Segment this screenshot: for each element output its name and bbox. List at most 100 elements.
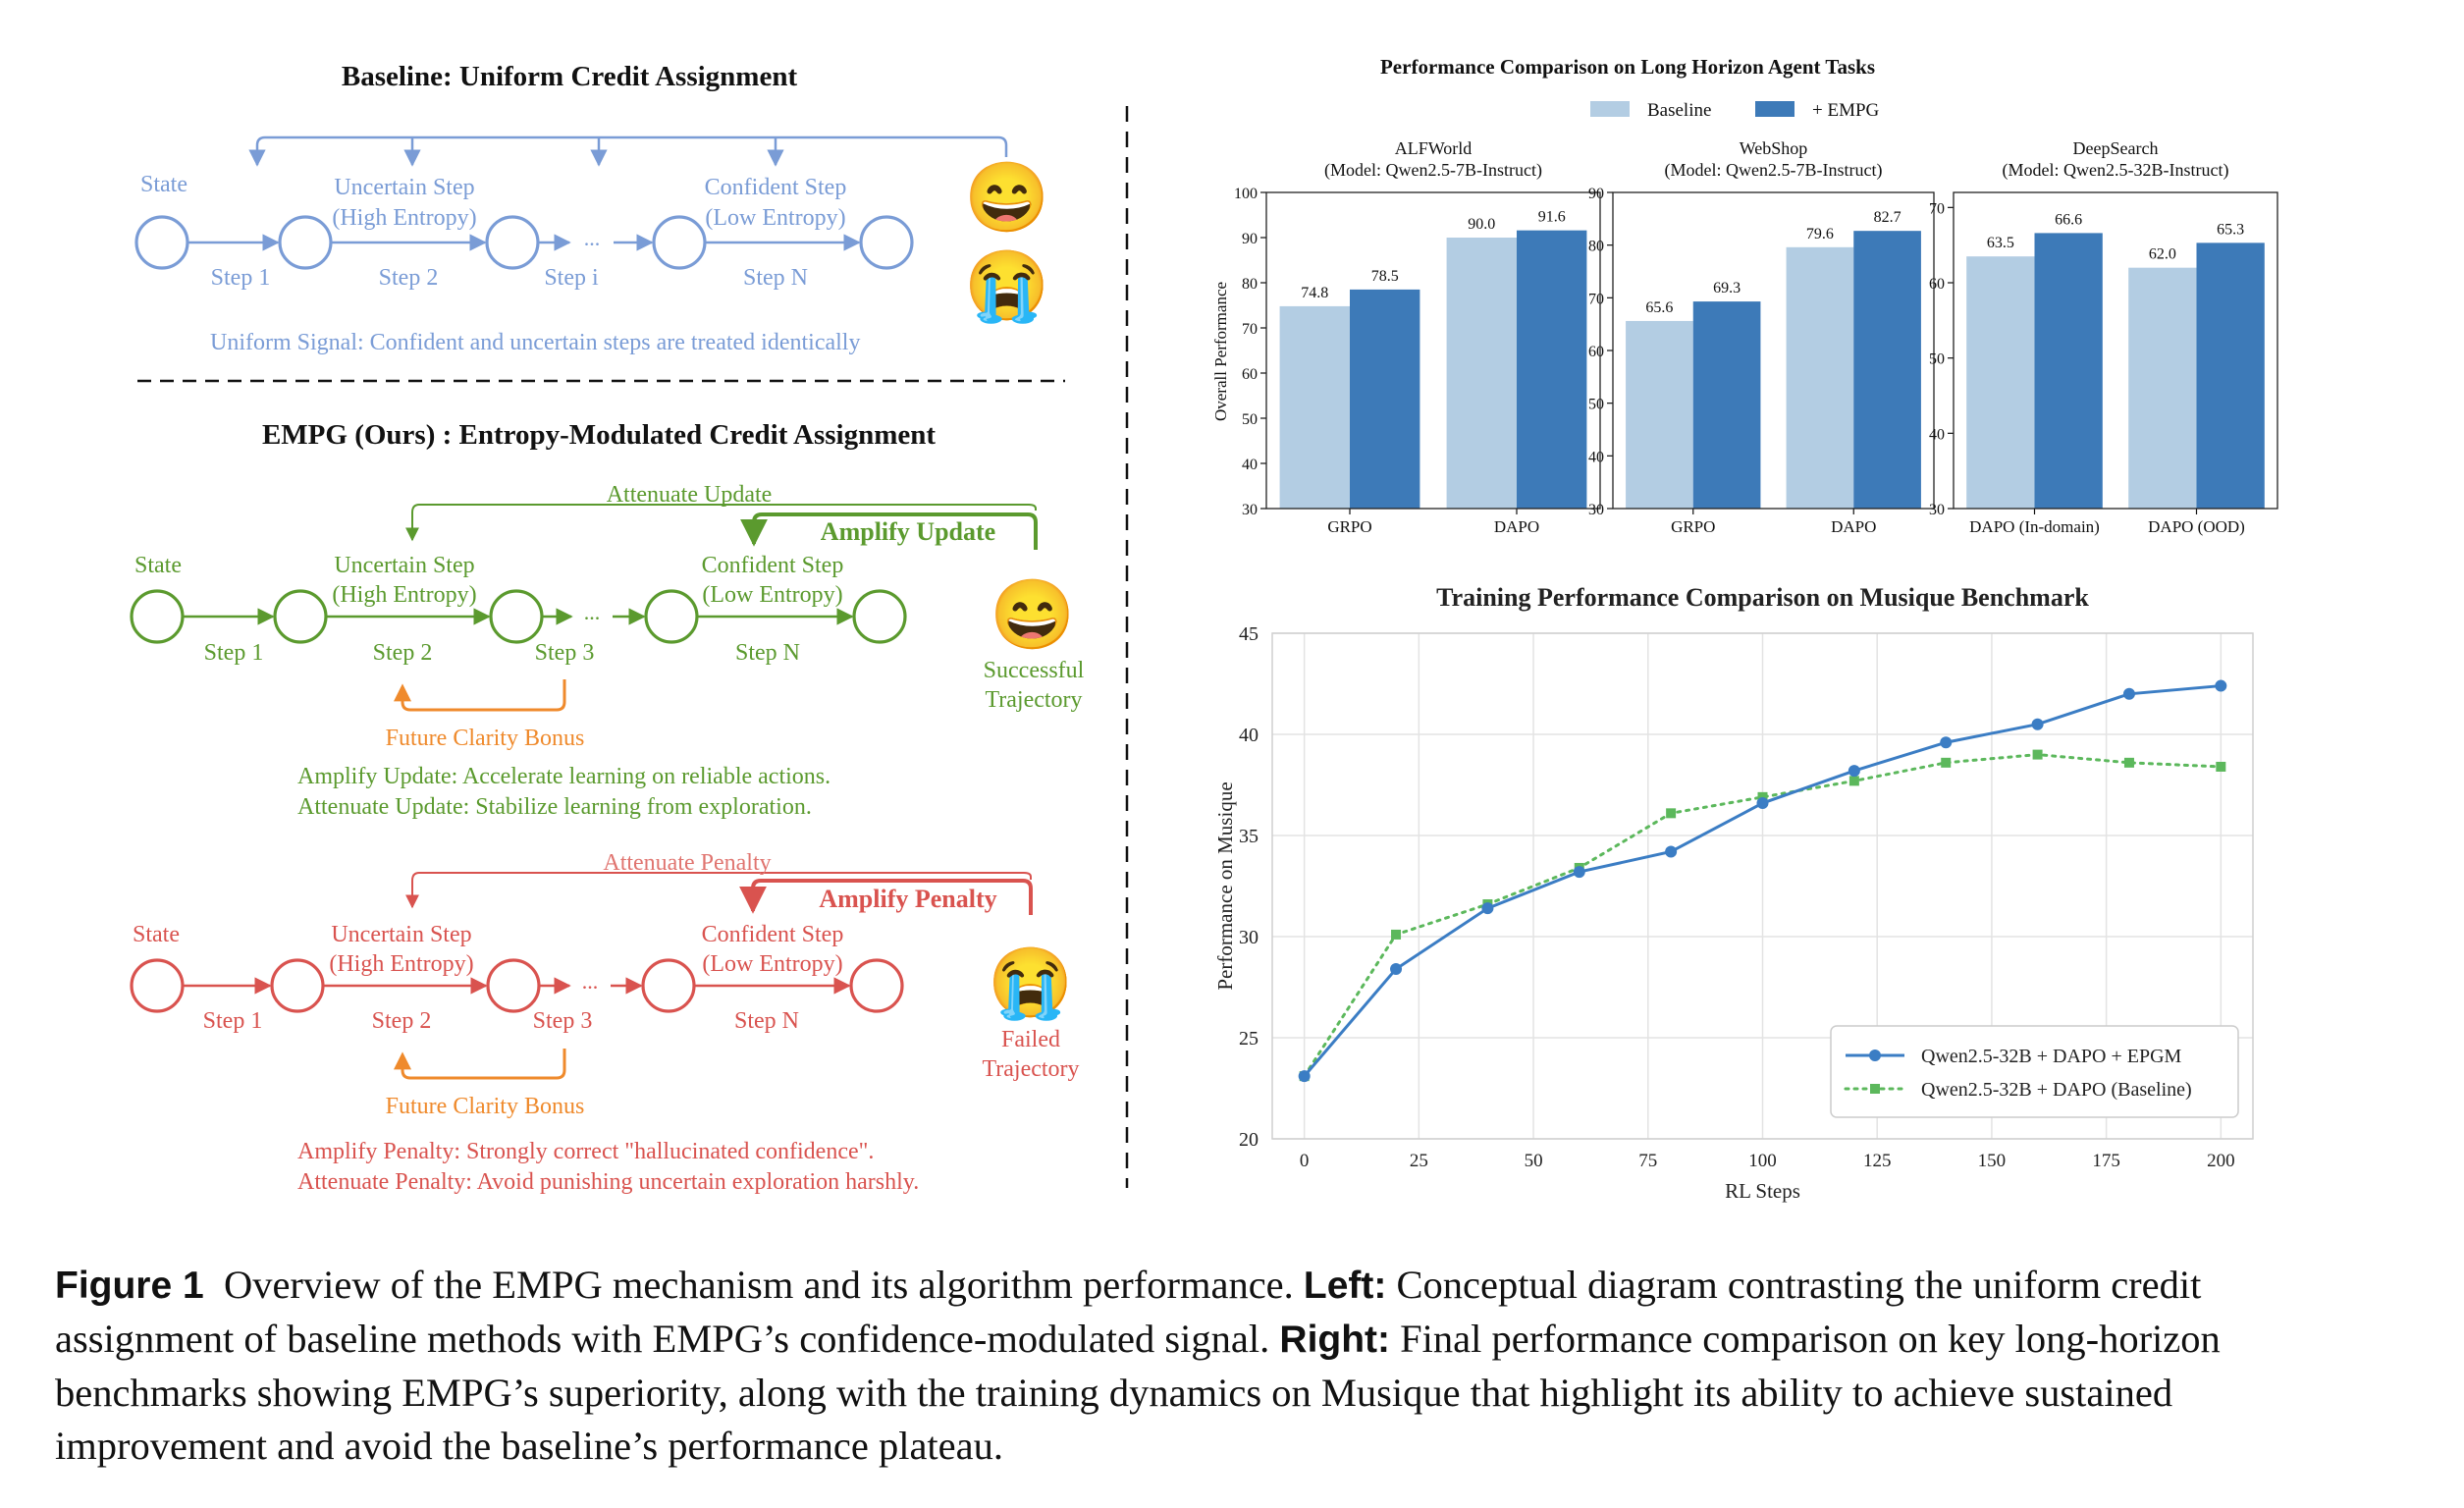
y-tick-label: 40 <box>1242 457 1258 473</box>
step-label: Step i <box>544 265 599 291</box>
figure: Baseline: Uniform Credit Assignment ... … <box>130 55 2278 1203</box>
caption-text: Conceptual diagram contrasting the unifo… <box>55 1263 2202 1361</box>
y-tick-label: 30 <box>1239 927 1259 948</box>
step-label: Step N <box>743 265 808 291</box>
bar-chart-title: WebShop <box>1740 138 1808 158</box>
bar-empg <box>1517 230 1587 509</box>
ellipsis: ... <box>584 226 601 250</box>
note-line: Attenuate Update: Stabilize learning fro… <box>297 794 812 820</box>
bar-value-label: 74.8 <box>1301 285 1328 301</box>
data-point <box>2032 749 2043 760</box>
legend-label: Qwen2.5-32B + DAPO + EPGM <box>1921 1046 2182 1067</box>
data-point <box>1941 757 1952 768</box>
bar-value-label: 63.5 <box>1987 235 2014 251</box>
crying-emoji-icon: 😭 <box>988 945 1073 1022</box>
y-tick-label: 80 <box>1588 239 1604 255</box>
y-tick-label: 50 <box>1929 351 1945 368</box>
bar-value-label: 69.3 <box>1713 280 1741 296</box>
data-point <box>1756 797 1769 810</box>
caption-text: Overview of the EMPG mechanism and its a… <box>223 1263 1304 1307</box>
data-point <box>1848 776 1859 786</box>
future-clarity-bracket <box>394 679 566 712</box>
caption-text: Final performance comparison on key long… <box>55 1317 2221 1468</box>
x-tick-label: 125 <box>1863 1151 1892 1171</box>
bar-value-label: 90.0 <box>1468 216 1495 233</box>
x-tick-label: 50 <box>1525 1151 1543 1171</box>
y-tick-label: 50 <box>1588 397 1604 413</box>
legend-label: Baseline <box>1647 100 1711 121</box>
happy-emoji-icon: 😄 <box>964 160 1049 237</box>
step-label: Step 2 <box>373 640 433 666</box>
amplify-update-arrow <box>740 512 1038 550</box>
y-tick-label: 70 <box>1242 321 1258 338</box>
future-clarity-label: Future Clarity Bonus <box>386 726 585 751</box>
attenuate-penalty-arrow <box>405 872 1032 909</box>
bar-value-label: 78.5 <box>1371 268 1399 285</box>
data-point <box>1665 845 1678 858</box>
x-tick-label: DAPO (OOD) <box>2148 517 2245 536</box>
attenuate-update-arrow <box>405 504 1037 542</box>
bar-chart-deepsearch: DeepSearch(Model: Qwen2.5-32B-Instruct) 3… <box>1929 138 2278 536</box>
caption-right-label: Right: <box>1279 1319 1391 1361</box>
happy-emoji-icon: 😄 <box>990 577 1075 654</box>
x-axis-label: RL Steps <box>1725 1179 1800 1203</box>
state-label: State <box>133 922 180 947</box>
step-label: Step 2 <box>379 265 439 291</box>
data-point <box>1298 1070 1311 1083</box>
y-tick-label: 35 <box>1239 826 1259 847</box>
uncertain-node <box>278 215 333 270</box>
ellipsis: ... <box>582 969 599 994</box>
data-point <box>1757 791 1768 802</box>
legend-swatch-baseline <box>1590 101 1630 117</box>
legend-box <box>1830 1025 2239 1118</box>
x-tick-label: 100 <box>1748 1151 1777 1171</box>
data-point <box>1940 736 1953 749</box>
bar-value-label: 82.7 <box>1874 209 1902 226</box>
y-tick-label: 30 <box>1929 502 1945 518</box>
uncertain-node <box>270 958 325 1013</box>
y-tick-label: 50 <box>1242 411 1258 428</box>
bar-chart-title: ALFWorld <box>1395 138 1473 158</box>
step-label: Step 1 <box>211 265 271 291</box>
bar-ylabel: Overall Performance <box>1211 282 1230 421</box>
state-node <box>130 589 185 644</box>
data-point <box>1481 902 1494 915</box>
state-label: State <box>140 172 187 197</box>
bar-empg <box>1692 301 1761 509</box>
data-point <box>2123 757 2134 768</box>
crying-emoji-icon: 😭 <box>964 248 1049 325</box>
empg-failure-diagram: Attenuate Penalty Amplify Penalty ... St… <box>130 850 1080 1195</box>
legend-marker <box>1869 1050 1881 1061</box>
plot-frame <box>1265 191 1601 510</box>
data-point <box>2216 761 2226 772</box>
plot-frame <box>1612 191 1935 510</box>
x-tick-label: 150 <box>1978 1151 2007 1171</box>
bar-value-label: 65.3 <box>2217 221 2244 238</box>
x-tick-label: 200 <box>2207 1151 2235 1171</box>
bar-value-label: 91.6 <box>1538 209 1566 226</box>
step-i-node <box>485 215 540 270</box>
state-node <box>134 215 189 270</box>
uncertain-sub: (High Entropy) <box>329 951 473 977</box>
data-point <box>2122 687 2135 700</box>
x-tick-label: 175 <box>2092 1151 2120 1171</box>
uncertain-node <box>273 589 328 644</box>
attenuate-penalty-label: Attenuate Penalty <box>603 850 771 876</box>
y-tick-label: 90 <box>1242 231 1258 247</box>
data-point <box>1666 808 1677 819</box>
data-point <box>1573 866 1585 879</box>
x-tick-label: GRPO <box>1671 517 1715 536</box>
step-label: Step 2 <box>372 1008 432 1034</box>
legend-label: + EMPG <box>1812 100 1880 121</box>
y-tick-label: 40 <box>1588 449 1604 465</box>
caption-label: Figure 1 <box>55 1265 204 1307</box>
confident-sub: (Low Entropy) <box>702 951 842 977</box>
uncertain-label: Uncertain Step <box>334 175 474 200</box>
bar-value-label: 66.6 <box>2055 211 2082 228</box>
bar-panel-title: Performance Comparison on Long Horizon A… <box>1380 55 1875 79</box>
data-point <box>2215 679 2227 692</box>
bar-panel: Performance Comparison on Long Horizon A… <box>1211 55 2278 536</box>
state-node <box>130 958 185 1013</box>
plot-frame <box>1271 632 2254 1140</box>
step-3-node <box>486 958 541 1013</box>
